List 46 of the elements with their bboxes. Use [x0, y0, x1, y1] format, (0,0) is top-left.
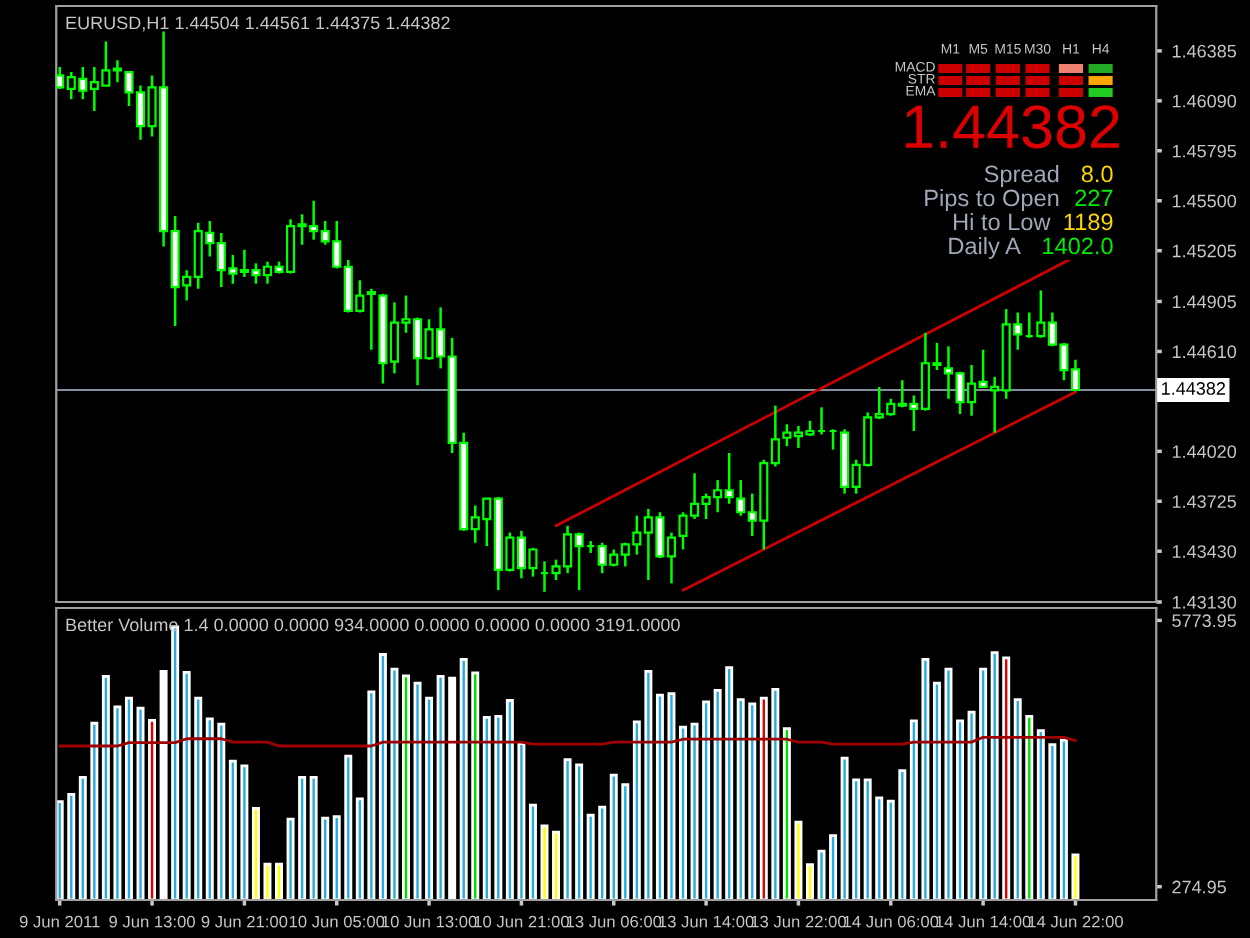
bar: [148, 718, 157, 900]
text: 8.0: [1081, 165, 1113, 183]
y-tick-label: 5773.95: [1172, 614, 1237, 628]
bar: [275, 862, 284, 900]
bar: [679, 725, 687, 900]
bar: [956, 719, 965, 900]
annotation: Pips to Open: [925, 189, 1059, 211]
annotation: 227: [1075, 189, 1113, 207]
annotation: Spread: [984, 165, 1059, 187]
x-tick-label: 9 Jun 2011: [19, 915, 100, 928]
x-tick-label: 13 Jun 22:00: [751, 915, 846, 928]
annotation: Daily A: [949, 237, 1021, 260]
y-tick-label: 1.45205: [1172, 244, 1237, 258]
bar: [402, 674, 410, 900]
x-tick-label: 10 Jun 13:00: [382, 915, 477, 928]
annotation: 1402.0: [1043, 237, 1113, 255]
y-tick-label: 274.95: [1172, 880, 1226, 894]
bar: [552, 830, 561, 900]
x-tick-label: 10 Jun 21:00: [474, 915, 569, 928]
chart-title: EURUSD,H1 1.44504 1.44561 1.44375 1.44382: [66, 16, 450, 32]
x-tick-label: 14 Jun 14:00: [936, 915, 1031, 928]
y-tick-label: 1.44905: [1172, 295, 1237, 309]
annotation: 1.44382: [905, 105, 1119, 149]
y-tick-label: 1.46385: [1172, 44, 1237, 58]
annotation: Hi to Low: [954, 213, 1051, 231]
bar: [124, 696, 133, 900]
x-tick-label: 9 Jun 13:00: [109, 915, 195, 928]
y-tick-label: 1.45500: [1172, 194, 1237, 208]
y-tick-label: 1.44020: [1172, 445, 1237, 459]
x-tick-label: 9 Jun 21:00: [201, 915, 288, 928]
y-tick-label: 1.43725: [1172, 495, 1237, 508]
x-tick-label: 13 Jun 14:00: [659, 915, 754, 928]
x-tick-label: 13 Jun 06:00: [566, 915, 662, 928]
x-tick-label: 14 Jun 06:00: [843, 915, 939, 928]
y-tick-label: 1.44610: [1172, 345, 1237, 359]
x-tick-label: 10 Jun 05:00: [289, 915, 385, 928]
bar: [528, 803, 537, 900]
ref-line-label: 1.44382: [1162, 382, 1226, 395]
x-tick-label: 14 Jun 22:00: [1028, 915, 1123, 928]
chart-title: Better Volume 1.4 0.0000 0.0000 934.0000 0.0000 0.0000 0.0000 3191.0000: [66, 618, 680, 632]
y-tick-label: 1.45795: [1172, 144, 1237, 158]
annotation: 1189: [1064, 213, 1113, 231]
bar: [805, 863, 814, 900]
y-tick-label: 1.43430: [1172, 545, 1237, 558]
y-tick-label: 1.43130: [1172, 595, 1237, 609]
y-tick-label: 1.46090: [1172, 94, 1237, 108]
